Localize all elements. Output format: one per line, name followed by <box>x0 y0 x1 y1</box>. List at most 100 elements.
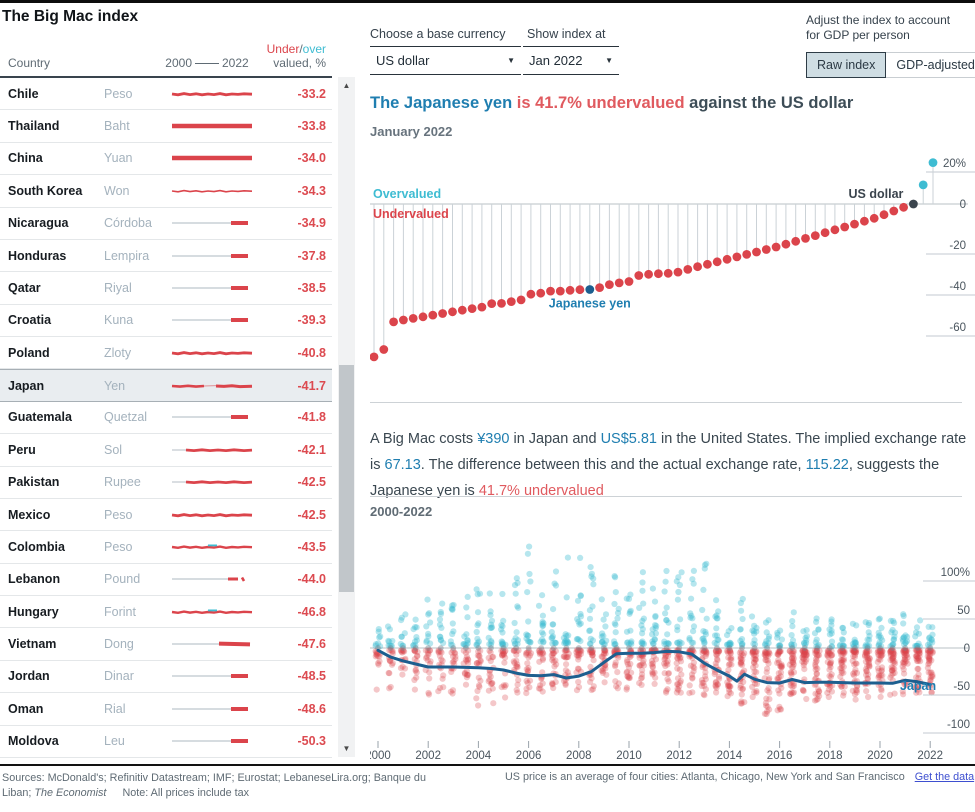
table-row[interactable]: Mexico Peso -42.5 <box>0 499 332 532</box>
country-rows-list: Chile Peso -33.2 Thailand Baht -33.8 China Yuan… <box>0 78 332 758</box>
get-the-data-link[interactable]: Get the data <box>914 771 975 783</box>
table-row[interactable]: Qatar Riyal -38.5 <box>0 272 332 305</box>
currency-name: Sol <box>104 442 123 457</box>
explainer-part: in Japan and <box>509 430 601 447</box>
table-row[interactable]: Moldova Leu -50.3 <box>0 726 332 758</box>
page-title: The Big Mac index <box>2 8 139 25</box>
currency-name: Córdoba <box>104 216 152 231</box>
table-row[interactable]: China Yuan -34.0 <box>0 143 332 176</box>
table-row[interactable]: Oman Rial -48.6 <box>0 693 332 726</box>
table-row[interactable]: Lebanon Pound -44.0 <box>0 564 332 596</box>
table-row[interactable]: Honduras Lempira -37.8 <box>0 240 332 273</box>
svg-text:-60: -60 <box>949 322 966 334</box>
valuation-value: -34.3 <box>297 183 327 198</box>
explainer-part: in the United States. The implied exchan… <box>370 430 967 473</box>
table-row[interactable]: Croatia Kuna -39.3 <box>0 305 332 337</box>
table-row[interactable]: Colombia Peso -43.5 <box>0 531 332 564</box>
svg-text:Undervalued: Undervalued <box>373 207 449 221</box>
currency-name: Leu <box>104 734 125 749</box>
sources-line2: Liban; <box>2 787 35 799</box>
valuation-value: -43.5 <box>297 539 327 554</box>
history-scatter-plot[interactable]: 100% 50 0 -50 -100 2000 2002 2004 2006 2008 2010 20… <box>365 522 975 762</box>
sparkline-chart <box>170 119 258 133</box>
over-label: over <box>302 42 326 56</box>
gdp-adjusted-button[interactable]: GDP-adjusted <box>886 52 975 78</box>
under-label: Under <box>266 42 300 56</box>
column-header-sparkline: 2000 2022 <box>148 56 266 70</box>
valuation-value: -42.5 <box>297 507 327 522</box>
sparkline-chart <box>170 151 258 165</box>
country-name: Moldova <box>8 734 59 749</box>
country-name: Chile <box>8 86 39 101</box>
svg-text:-50: -50 <box>953 681 970 693</box>
table-row[interactable]: Poland Zloty -40.8 <box>0 337 332 370</box>
us-price-note-text: US price is an average of four cities: A… <box>505 771 905 783</box>
table-row[interactable]: Vietnam Dong -47.6 <box>0 628 332 661</box>
divider <box>370 402 962 403</box>
country-name: Mexico <box>8 507 51 522</box>
table-row[interactable]: Guatemala Quetzal -41.8 <box>0 402 332 435</box>
sparkline-chart <box>170 87 258 101</box>
base-currency-select[interactable]: US dollar ▼ <box>370 46 521 75</box>
spark-end-year: 2022 <box>222 56 249 70</box>
sparkline-chart <box>170 410 258 424</box>
raw-index-button[interactable]: Raw index <box>806 52 887 78</box>
valuation-value: -40.8 <box>297 345 327 360</box>
sparkline-chart <box>170 379 258 393</box>
table-scrollbar[interactable]: ▲ ▼ <box>338 77 355 757</box>
country-name: China <box>8 151 43 166</box>
table-row[interactable]: Hungary Forint -46.8 <box>0 596 332 629</box>
scroll-up-icon[interactable]: ▲ <box>342 81 351 90</box>
sparkline-chart <box>170 184 258 198</box>
country-name: Croatia <box>8 313 52 328</box>
table-row[interactable]: South Korea Won -34.3 <box>0 175 332 208</box>
scroll-down-icon[interactable]: ▼ <box>342 744 351 753</box>
currency-name: Dong <box>104 637 134 652</box>
valuation-value: -33.8 <box>297 119 327 134</box>
table-row[interactable]: Thailand Baht -33.8 <box>0 110 332 143</box>
table-row[interactable]: Japan Yen -41.7 <box>0 369 332 402</box>
table-row[interactable]: Jordan Dinar -48.5 <box>0 661 332 694</box>
svg-text:Japanese yen: Japanese yen <box>549 297 631 311</box>
gdp-note-line1: Adjust the index to account <box>806 13 951 27</box>
currency-name: Rupee <box>104 475 141 490</box>
period-select[interactable]: Jan 2022 ▼ <box>523 46 619 75</box>
table-row[interactable]: Chile Peso -33.2 <box>0 78 332 111</box>
period-label: Show index at <box>527 27 606 41</box>
period-value: Jan 2022 <box>529 53 583 68</box>
country-name: Nicaragua <box>8 216 69 231</box>
column-header-valuation[interactable]: Under/over valued, % <box>266 42 332 70</box>
currency-name: Forint <box>104 604 136 619</box>
scrollbar-thumb[interactable] <box>339 365 354 592</box>
svg-text:2008: 2008 <box>566 750 592 762</box>
country-table: Country 2000 2022 Under/over valued, % Chi… <box>0 30 332 758</box>
valuation-value: -41.7 <box>297 378 327 393</box>
detail-panel: Choose a base currency US dollar ▼ Show … <box>365 0 975 812</box>
explainer-part: . The difference between this and the ac… <box>420 456 806 473</box>
valuation-value: -38.5 <box>297 280 327 295</box>
country-name: Guatemala <box>8 410 72 425</box>
country-name: Colombia <box>8 539 65 554</box>
currency-name: Peso <box>104 86 133 101</box>
currency-name: Peso <box>104 539 133 554</box>
valuation-value: -34.9 <box>297 216 327 231</box>
column-header-country[interactable]: Country <box>8 56 51 70</box>
sparkline-chart <box>170 313 258 327</box>
sparkline-chart <box>170 508 258 522</box>
valuation-dot-plot[interactable]: 20% 0 -20 -40 -60 Overvalued Undervalued Japane… <box>369 146 975 390</box>
table-row[interactable]: Peru Sol -42.1 <box>0 434 332 467</box>
table-row[interactable]: Nicaragua Córdoba -34.9 <box>0 208 332 240</box>
svg-text:2004: 2004 <box>466 750 492 762</box>
table-row[interactable]: Pakistan Rupee -42.5 <box>0 467 332 499</box>
table-header: Country 2000 2022 Under/over valued, % <box>0 30 332 78</box>
currency-name: Dinar <box>104 669 134 684</box>
valuation-value: -33.2 <box>297 86 327 101</box>
svg-text:2002: 2002 <box>415 750 441 762</box>
headline-valuation: is 41.7% undervalued <box>512 94 690 112</box>
currency-name: Quetzal <box>104 410 148 425</box>
valued-pct-label: valued, % <box>273 56 326 70</box>
valuation-value: -48.6 <box>297 701 327 716</box>
top-rule <box>0 0 975 3</box>
base-currency-value: US dollar <box>376 53 430 68</box>
